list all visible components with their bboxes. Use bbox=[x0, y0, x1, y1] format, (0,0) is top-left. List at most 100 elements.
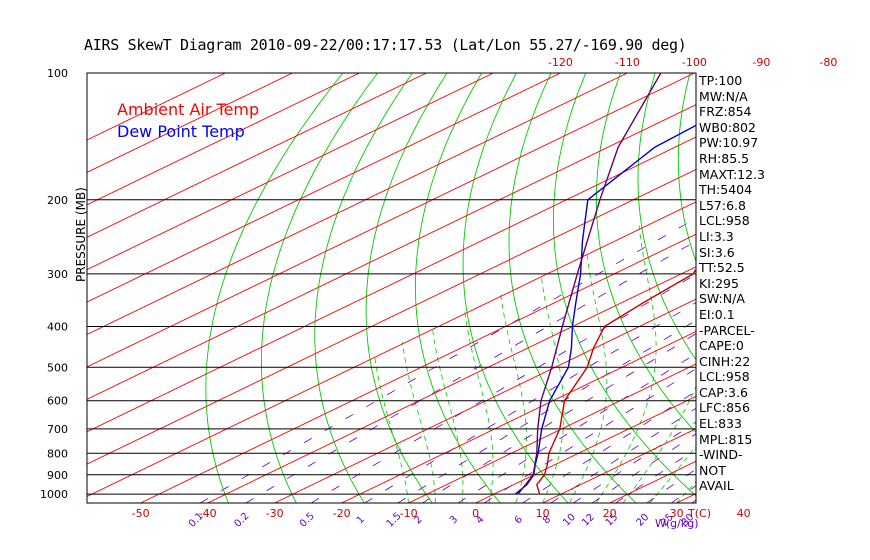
mixing-ratio-label: 10 bbox=[561, 512, 578, 529]
mixing-ratio-label: 20 bbox=[635, 512, 652, 529]
isotherm-line bbox=[207, 266, 696, 503]
pressure-tick-label: 100 bbox=[47, 67, 68, 80]
mixing-ratio-line bbox=[245, 240, 696, 503]
mixing-ratio-label: 6 bbox=[513, 514, 525, 526]
isotherm-line bbox=[87, 168, 696, 465]
mixing-ratio-label: 0.5 bbox=[298, 511, 317, 530]
mixing-ratio-lines bbox=[199, 217, 696, 503]
isotherm-line bbox=[87, 73, 628, 335]
top-temp-tick-label: -110 bbox=[615, 56, 640, 69]
stat-cap: CAP:3.6 bbox=[699, 384, 748, 400]
mixing-ratio-line bbox=[550, 407, 696, 503]
bottom-temp-tick-label: 40 bbox=[737, 507, 751, 520]
stat-cinh: CINH:22 bbox=[699, 353, 751, 369]
dry-adiabat-line bbox=[261, 73, 378, 503]
pressure-tick-label: 300 bbox=[47, 268, 68, 281]
mixing-ratio-label: 12 bbox=[580, 512, 597, 529]
stat-lcl: LCL:958 bbox=[699, 213, 750, 229]
legend-dew-point-temp: Dew Point Temp bbox=[117, 122, 245, 141]
stat-wind-avail: AVAIL bbox=[699, 478, 734, 494]
mixing-ratio-line bbox=[573, 421, 696, 503]
bottom-temp-tick-label: -40 bbox=[199, 507, 217, 520]
isotherm-line bbox=[87, 73, 561, 303]
pressure-tick-label: 900 bbox=[47, 469, 68, 482]
top-temp-tick-label: -90 bbox=[752, 56, 770, 69]
moist-adiabat-line bbox=[432, 328, 464, 503]
stat-tt: TT:52.5 bbox=[699, 260, 745, 276]
stats-panel: TP:100 MW:N/A FRZ:854 WB0:802 PW:10.97 R… bbox=[699, 73, 791, 494]
stat-wind-header: -WIND- bbox=[699, 447, 743, 463]
pressure-tick-label: 700 bbox=[47, 423, 68, 436]
dry-adiabat-line bbox=[793, 73, 870, 503]
bottom-temp-tick-label: 30 bbox=[670, 507, 684, 520]
stat-mw: MW:N/A bbox=[699, 88, 748, 104]
pressure-tick-label: 600 bbox=[47, 395, 68, 408]
dry-adiabat-line bbox=[205, 73, 344, 503]
moist-adiabat-line bbox=[569, 251, 608, 503]
pressure-tick-label: 500 bbox=[47, 361, 68, 374]
top-temp-tick-label: -80 bbox=[819, 56, 837, 69]
isotherm-line bbox=[87, 136, 696, 433]
pressure-tick-label: 1000 bbox=[40, 488, 68, 501]
stat-lfc: LFC:856 bbox=[699, 400, 750, 416]
mixing-ratio-line bbox=[364, 302, 696, 503]
mixing-ratio-line bbox=[422, 333, 696, 503]
mixing-ratio-label: 3 bbox=[448, 514, 460, 526]
mixing-ratio-unit-label: W(g/kg) bbox=[655, 517, 699, 530]
top-temp-tick-label: -100 bbox=[682, 56, 707, 69]
stat-mpl: MPL:815 bbox=[699, 431, 753, 447]
moist-adiabat-line bbox=[595, 225, 657, 503]
plot-frame bbox=[86, 72, 697, 504]
top-temp-tick-label: -120 bbox=[548, 56, 573, 69]
isotherm-line bbox=[341, 331, 696, 503]
bottom-temp-tick-label: -50 bbox=[132, 507, 150, 520]
bottom-temp-tick-label: 0 bbox=[472, 507, 479, 520]
dry-adiabats bbox=[205, 73, 870, 503]
legend-ambient-air-temp: Ambient Air Temp bbox=[117, 100, 260, 119]
y-axis-label: PRESSURE (MB) bbox=[74, 187, 88, 282]
stat-ei: EI:0.1 bbox=[699, 306, 735, 322]
profiles bbox=[514, 73, 696, 495]
stat-tp: TP:100 bbox=[699, 73, 743, 88]
moist-adiabat-line bbox=[540, 273, 565, 503]
isotherms bbox=[87, 73, 696, 503]
bottom-temp-tick-label: -30 bbox=[266, 507, 284, 520]
mixing-ratio-line bbox=[483, 368, 696, 503]
dry-adiabat-line bbox=[863, 73, 870, 503]
stat-si: SI:3.6 bbox=[699, 244, 735, 260]
stat-rh: RH:85.5 bbox=[699, 150, 750, 166]
dry-adiabat-line bbox=[677, 73, 696, 263]
isotherm-line bbox=[408, 363, 696, 503]
stat-parcel-lcl: LCL:958 bbox=[699, 369, 750, 385]
mixing-ratio-line bbox=[397, 319, 696, 503]
dry-adiabat-line bbox=[508, 73, 637, 503]
stat-li: LI:3.3 bbox=[699, 228, 734, 244]
mixing-ratio-line bbox=[591, 433, 696, 503]
stat-cape: CAPE:0 bbox=[699, 338, 744, 354]
stat-wind-not: NOT bbox=[699, 462, 726, 478]
moist-adiabat-line bbox=[402, 341, 436, 503]
stat-frz: FRZ:854 bbox=[699, 104, 752, 120]
dry-adiabat-line bbox=[462, 73, 569, 503]
mixing-ratio-line bbox=[199, 217, 696, 503]
isobars bbox=[86, 72, 697, 504]
chart-title: AIRS SkewT Diagram 2010-09-22/00:17:17.5… bbox=[84, 36, 687, 54]
stat-pw: PW:10.97 bbox=[699, 135, 759, 151]
stat-th: TH:5404 bbox=[699, 182, 753, 198]
mixing-ratio-line bbox=[522, 390, 696, 503]
parcel-line bbox=[517, 73, 662, 495]
dry-adiabat-line bbox=[828, 73, 870, 503]
isotherm-line bbox=[87, 73, 293, 173]
stat-ki: KI:295 bbox=[699, 275, 739, 291]
mixing-ratio-line bbox=[457, 353, 696, 503]
bottom-temp-tick-label: 10 bbox=[536, 507, 550, 520]
isotherm-line bbox=[87, 73, 360, 206]
dry-adiabat-line bbox=[314, 73, 413, 503]
stat-l57: L57:6.8 bbox=[699, 197, 746, 213]
isotherm-line bbox=[87, 73, 427, 238]
isotherm-line bbox=[274, 298, 696, 503]
isotherm-line bbox=[87, 73, 494, 271]
bottom-temp-tick-label: 20 bbox=[603, 507, 617, 520]
isotherm-line bbox=[87, 104, 696, 400]
